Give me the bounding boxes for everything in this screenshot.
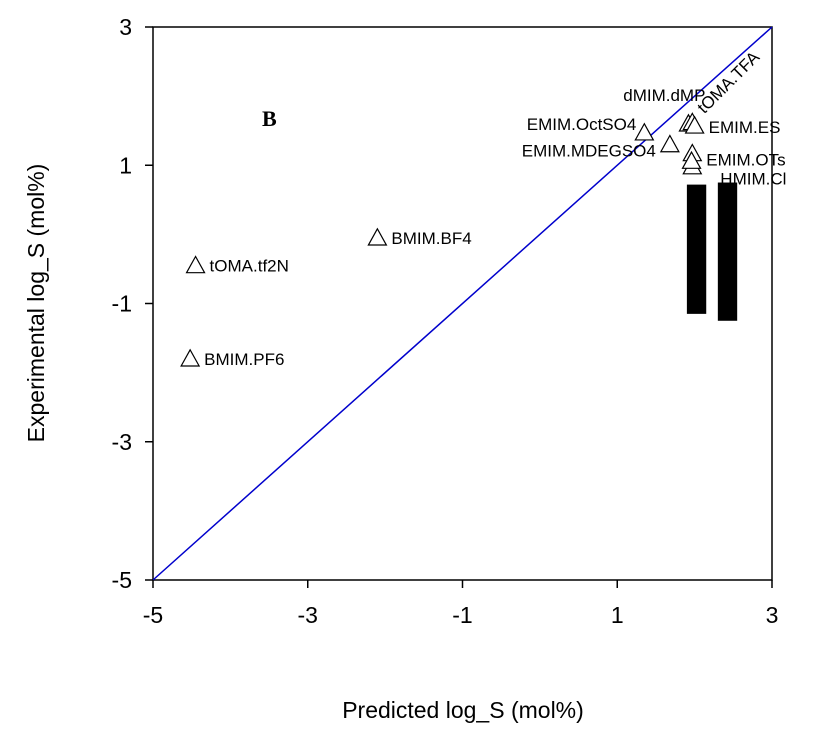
x-tick-label: -5 <box>143 602 163 628</box>
point-label: EMIM.OctSO4 <box>527 115 637 134</box>
filled-bar <box>717 182 738 321</box>
point-label: dMIM.dMP <box>623 86 705 105</box>
reference-line <box>152 26 773 581</box>
point-label: tOMA.TFA <box>694 47 764 117</box>
y-tick-label: -3 <box>112 429 132 455</box>
x-tick-label: -3 <box>298 602 318 628</box>
point-label: EMIM.OTs <box>706 150 785 169</box>
axis-ticks: -5 -3 -1 1 3 -5 -3 -1 1 3 <box>112 14 779 628</box>
point-label: tOMA.tf2N <box>210 256 289 275</box>
y-tick-label: 3 <box>119 14 132 40</box>
x-tick-label: -1 <box>452 602 472 628</box>
triangle-marker <box>185 255 206 274</box>
point-label: BMIM.PF6 <box>204 350 284 369</box>
triangle-marker <box>180 348 201 367</box>
data-points: tOMA.tf2N BMIM.PF6 BMIM.BF4 EMIM.OctSO4 EMIM… <box>180 47 786 369</box>
triangle-marker <box>634 122 655 141</box>
x-tick-label: 1 <box>611 602 624 628</box>
triangle-marker <box>681 150 702 169</box>
y-tick-label: 1 <box>119 152 132 178</box>
filled-bars <box>686 182 738 321</box>
x-axis-title: Predicted log_S (mol%) <box>342 697 584 723</box>
point-label: HMIM.Cl <box>720 170 786 189</box>
point-label: EMIM.ES <box>709 118 781 137</box>
y-axis-title: Experimental log_S (mol%) <box>23 164 49 443</box>
x-tick-label: 3 <box>766 602 779 628</box>
triangle-marker <box>659 134 680 153</box>
triangle-marker <box>684 115 705 134</box>
point-label: BMIM.BF4 <box>391 229 471 248</box>
point-label: EMIM.MDEGSO4 <box>522 142 656 161</box>
filled-bar <box>686 184 707 314</box>
identity-line <box>152 26 773 581</box>
y-tick-label: -1 <box>112 291 132 317</box>
triangle-marker <box>367 227 388 246</box>
panel-label: B <box>262 106 277 131</box>
y-tick-label: -5 <box>112 567 132 593</box>
